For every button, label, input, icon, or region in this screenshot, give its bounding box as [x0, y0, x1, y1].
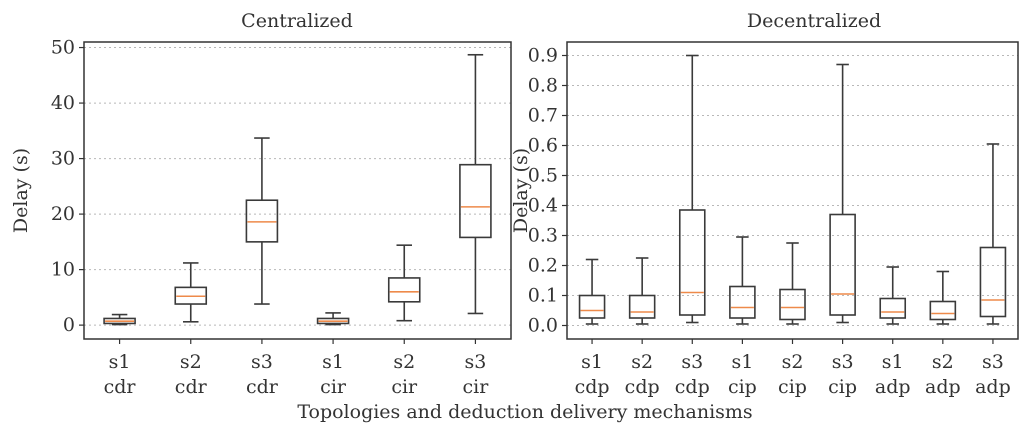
- plot-frame: [83, 41, 512, 340]
- x-tick-label-line2: adp: [975, 376, 1011, 398]
- x-tick-label-line1: s1: [731, 351, 753, 373]
- y-tick-label: 0: [63, 314, 75, 336]
- x-tick-label-line1: s3: [832, 351, 854, 373]
- iqr-box: [678, 209, 706, 316]
- y-axis-label: Delay (s): [10, 148, 32, 233]
- y-tick-label: 0.7: [528, 105, 558, 127]
- y-tick-label: 30: [51, 148, 75, 170]
- box-s3-cdp: [678, 54, 706, 324]
- box-s3-adp: [979, 143, 1007, 325]
- y-tick-label: 0.8: [528, 75, 558, 97]
- y-tick-label: 10: [51, 259, 75, 281]
- box-s2-cip: [779, 242, 806, 325]
- iqr-box: [979, 246, 1007, 318]
- x-tick-label-line2: cdr: [175, 376, 208, 398]
- box-s2-cir: [387, 244, 421, 322]
- x-tick-label-line1: s2: [393, 351, 415, 373]
- x-tick-label-line1: s2: [932, 351, 954, 373]
- iqr-box: [628, 294, 656, 319]
- box-s1-cdp: [578, 258, 606, 325]
- shared-x-axis-label: Topologies and deduction delivery mechan…: [297, 401, 752, 423]
- y-tick-label: 0.5: [528, 165, 558, 187]
- x-tick-label-line2: cip: [828, 376, 857, 398]
- box-s2-cdr: [174, 262, 208, 323]
- iqr-box: [879, 297, 907, 319]
- box-s1-cdr: [103, 313, 136, 326]
- x-tick-label-line2: adp: [925, 376, 961, 398]
- y-axis-label: Delay (s): [510, 148, 532, 233]
- x-tick-label-line2: cdp: [575, 376, 610, 398]
- y-tick-label: 50: [51, 37, 75, 59]
- box-s3-cir: [459, 53, 492, 315]
- y-tick-label: 0.9: [528, 45, 558, 67]
- box-s2-adp: [929, 270, 957, 325]
- iqr-box: [779, 288, 806, 321]
- x-tick-label-line2: cdr: [104, 376, 137, 398]
- box-s1-cir: [316, 312, 350, 326]
- x-tick-label-line2: cip: [778, 376, 807, 398]
- x-tick-label-line2: adp: [875, 376, 911, 398]
- x-tick-label-line2: cir: [463, 376, 490, 398]
- plot-frame: [566, 41, 1019, 340]
- panel-title: Decentralized: [747, 10, 881, 32]
- x-tick-label-line2: cir: [391, 376, 418, 398]
- y-tick-label: 0.2: [528, 255, 558, 277]
- y-tick-label: 0.4: [528, 195, 558, 217]
- y-tick-label: 0.3: [528, 225, 558, 247]
- iqr-box: [829, 213, 856, 316]
- iqr-box: [103, 317, 136, 325]
- x-tick-label-line2: cdp: [625, 376, 660, 398]
- iqr-box: [387, 277, 421, 303]
- x-tick-label-line1: s1: [109, 351, 131, 373]
- iqr-box: [174, 286, 208, 305]
- x-tick-label-line1: s2: [782, 351, 804, 373]
- x-tick-label-line1: s2: [631, 351, 653, 373]
- iqr-box: [729, 285, 756, 319]
- y-tick-label: 40: [51, 92, 75, 114]
- iqr-box: [245, 199, 279, 243]
- x-tick-label-line1: s2: [180, 351, 202, 373]
- x-tick-label-line1: s1: [322, 351, 344, 373]
- y-tick-label: 0.1: [528, 285, 558, 307]
- box-s2-cdp: [628, 257, 656, 325]
- x-tick-label-line1: s1: [581, 351, 603, 373]
- x-tick-label-line1: s3: [982, 351, 1004, 373]
- x-tick-label-line1: s3: [681, 351, 703, 373]
- iqr-box: [459, 163, 492, 239]
- decentralized-panel: 0.0 0.1 0.2 0.3 0.4 0.5 0.6 0.7 0.8 0.9 Decentrali…: [510, 10, 1019, 398]
- centralized-panel: 0 10 20 30 40 50 Centralized Delay (s) s1 cdr s2 cd…: [10, 10, 512, 398]
- y-tick-label: 0.0: [528, 315, 558, 337]
- box-s3-cip: [829, 63, 856, 324]
- box-s1-adp: [879, 266, 907, 325]
- y-tick-label: 0.6: [528, 135, 558, 157]
- x-tick-label-line2: cdp: [675, 376, 710, 398]
- x-tick-label-line1: s3: [251, 351, 273, 373]
- x-tick-label-line1: s3: [464, 351, 486, 373]
- x-tick-label-line1: s1: [882, 351, 904, 373]
- box-s1-cip: [729, 236, 756, 325]
- x-tick-label-line2: cir: [320, 376, 347, 398]
- iqr-box: [578, 294, 606, 319]
- panel-title: Centralized: [241, 10, 353, 32]
- x-tick-label-line2: cdr: [246, 376, 279, 398]
- x-tick-label-line2: cip: [728, 376, 757, 398]
- iqr-box: [316, 317, 350, 325]
- box-s3-cdr: [245, 137, 279, 305]
- y-tick-label: 20: [51, 203, 75, 225]
- iqr-box: [929, 300, 957, 321]
